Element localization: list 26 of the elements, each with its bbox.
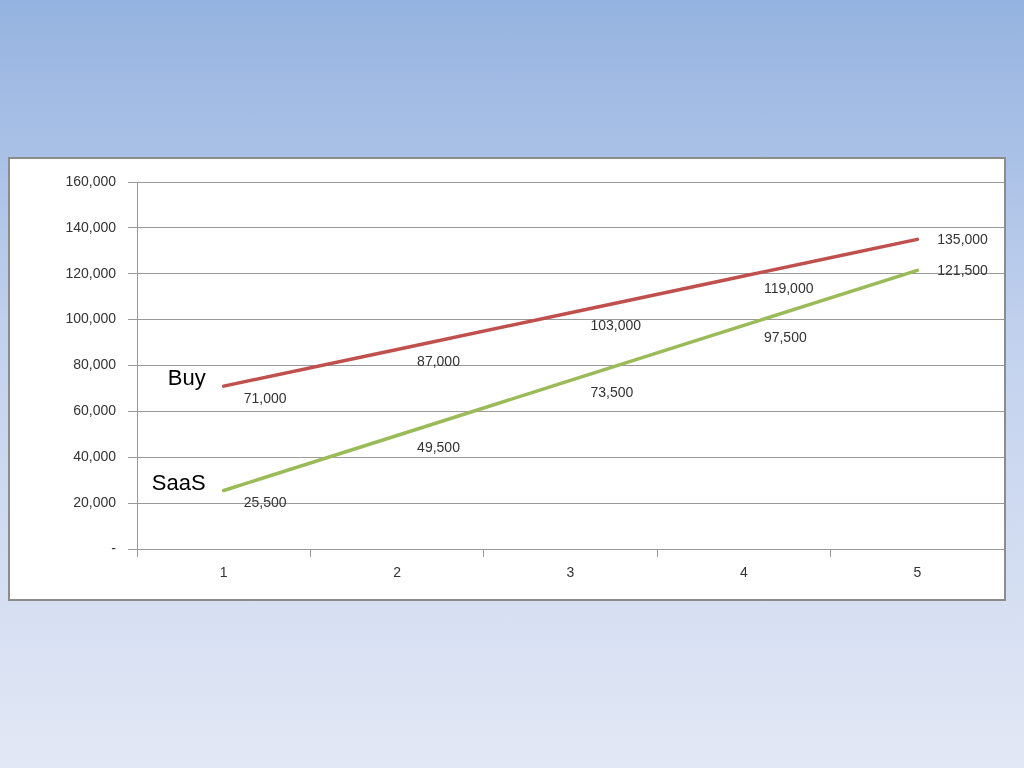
y-tick-label: 120,000	[65, 264, 117, 281]
series-label: SaaS	[151, 469, 206, 495]
y-tick-label: 100,000	[65, 310, 117, 327]
y-tick-label: 80,000	[73, 356, 117, 373]
data-label: 87,000	[417, 353, 461, 370]
x-tick-label: 4	[740, 564, 748, 581]
y-tick-label: -	[111, 539, 117, 556]
x-tick-label: 5	[913, 564, 922, 581]
data-label: 119,000	[763, 279, 814, 296]
data-label: 97,500	[763, 329, 807, 346]
y-tick-label: 20,000	[73, 493, 117, 510]
data-label: 103,000	[590, 316, 642, 333]
y-tick-label: 40,000	[73, 448, 117, 465]
x-tick-label: 1	[219, 564, 228, 581]
data-label: 71,000	[243, 390, 287, 406]
x-tick-label: 2	[393, 564, 402, 581]
data-label: 49,500	[417, 439, 461, 456]
x-tick-label: 3	[566, 564, 575, 581]
data-label: 135,000	[937, 231, 989, 248]
y-tick-label: 140,000	[65, 218, 117, 235]
series-label: Buy	[167, 365, 206, 391]
y-tick-label: 60,000	[73, 402, 117, 419]
y-tick-label: 160,000	[65, 172, 117, 189]
data-label: 25,500	[243, 494, 287, 511]
data-label: 73,500	[590, 384, 634, 401]
data-label: 121,500	[937, 262, 989, 279]
